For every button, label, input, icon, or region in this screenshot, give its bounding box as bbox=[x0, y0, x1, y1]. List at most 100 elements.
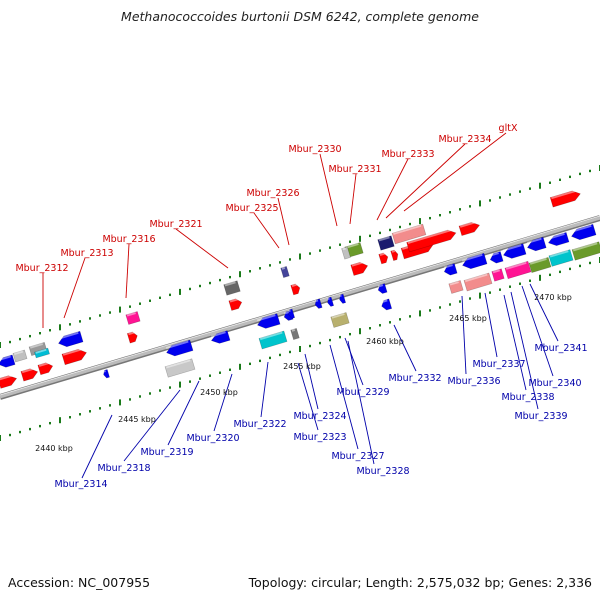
gene-label: Mbur_2330 bbox=[288, 144, 341, 155]
gene-label: Mbur_2325 bbox=[225, 203, 278, 214]
tick-mark bbox=[359, 328, 361, 335]
forward-gene bbox=[378, 252, 389, 265]
tick-mark bbox=[219, 278, 221, 282]
gene-label: Mbur_2332 bbox=[388, 373, 441, 384]
tick-mark bbox=[379, 231, 381, 235]
gene-block bbox=[571, 241, 600, 261]
tick-mark bbox=[79, 320, 81, 323]
gene-label: Mbur_2320 bbox=[186, 433, 239, 444]
gene-label: Mbur_2323 bbox=[293, 432, 346, 443]
tick-mark bbox=[19, 337, 21, 341]
tick-mark bbox=[259, 267, 261, 270]
tick-mark bbox=[239, 363, 241, 370]
gene-block bbox=[258, 330, 288, 350]
leader-line bbox=[484, 292, 498, 358]
tick-mark bbox=[369, 234, 371, 238]
tick-mark bbox=[0, 342, 1, 348]
tick-mark bbox=[209, 281, 211, 285]
tick-mark bbox=[109, 311, 111, 314]
tick-mark bbox=[259, 359, 261, 363]
gene-block bbox=[448, 280, 464, 294]
tick-mark bbox=[569, 267, 571, 271]
tick-mark bbox=[439, 306, 441, 309]
leader-line bbox=[167, 380, 200, 446]
tick-mark bbox=[159, 389, 161, 392]
tick-mark bbox=[419, 218, 421, 225]
tick-mark bbox=[89, 410, 91, 413]
gene-label: Mbur_2336 bbox=[447, 376, 500, 387]
reverse-gene bbox=[256, 313, 281, 329]
tick-mark bbox=[309, 252, 311, 255]
leader-line bbox=[503, 294, 527, 391]
tick-mark bbox=[149, 392, 151, 395]
tick-mark bbox=[189, 380, 191, 383]
gene-block bbox=[491, 268, 505, 282]
tick-mark bbox=[519, 190, 521, 193]
tick-mark bbox=[529, 279, 531, 282]
tick-mark bbox=[299, 253, 301, 260]
tick-mark bbox=[199, 284, 201, 288]
gene-label: Mbur_2324 bbox=[293, 411, 346, 422]
leader-line bbox=[521, 285, 554, 377]
leader-line bbox=[175, 228, 229, 269]
leader-line bbox=[319, 153, 338, 227]
reverse-gene bbox=[377, 283, 388, 294]
tick-mark bbox=[119, 399, 121, 406]
tick-mark bbox=[419, 310, 421, 317]
tick-mark bbox=[209, 374, 211, 377]
tick-mark bbox=[39, 332, 41, 335]
gene-block bbox=[223, 280, 241, 296]
leader-line bbox=[213, 373, 233, 432]
tick-mark bbox=[149, 299, 151, 302]
tick-mark bbox=[99, 314, 101, 317]
tick-mark bbox=[449, 303, 451, 306]
tick-mark bbox=[479, 200, 481, 207]
gene-label: Mbur_2319 bbox=[140, 447, 193, 458]
tick-mark bbox=[399, 225, 401, 229]
kbp-label: 2455 kbp bbox=[283, 362, 321, 371]
forward-gene bbox=[20, 367, 39, 382]
gene-label: Mbur_2322 bbox=[233, 419, 286, 430]
gene-block bbox=[34, 347, 50, 359]
tick-mark bbox=[459, 208, 461, 211]
tick-mark bbox=[339, 335, 341, 339]
label-leaders bbox=[42, 132, 559, 479]
tick-mark bbox=[69, 323, 71, 326]
tick-mark bbox=[0, 435, 1, 441]
tick-mark bbox=[509, 285, 511, 288]
gene-features bbox=[0, 189, 600, 389]
gene-label: Mbur_2328 bbox=[356, 466, 409, 477]
tick-mark bbox=[319, 249, 321, 252]
gene-block bbox=[548, 249, 574, 267]
leader-line bbox=[385, 143, 466, 219]
tick-mark bbox=[349, 240, 351, 243]
reverse-gene bbox=[288, 308, 296, 319]
kbp-label: 2470 kbp bbox=[534, 293, 572, 302]
tick-mark bbox=[549, 273, 551, 277]
tick-mark bbox=[139, 302, 141, 305]
gene-block bbox=[377, 235, 395, 251]
tick-mark bbox=[499, 196, 501, 199]
gene-block bbox=[341, 246, 351, 260]
tick-mark bbox=[49, 329, 51, 332]
tick-mark bbox=[309, 344, 311, 348]
gene-label: Mbur_2326 bbox=[246, 188, 299, 199]
gene-label: Mbur_2327 bbox=[331, 451, 384, 462]
tick-mark bbox=[329, 338, 331, 342]
tick-mark bbox=[189, 287, 191, 291]
tick-mark bbox=[249, 362, 251, 366]
tick-mark bbox=[279, 261, 281, 264]
kbp-label: 2460 kbp bbox=[366, 337, 404, 346]
forward-gene bbox=[549, 189, 581, 208]
tick-mark bbox=[179, 381, 181, 388]
tick-mark bbox=[489, 291, 491, 294]
leader-line bbox=[253, 212, 280, 249]
gene-label: Mbur_2318 bbox=[97, 463, 150, 474]
tick-mark bbox=[279, 353, 281, 357]
reverse-gene bbox=[461, 252, 488, 270]
leader-line bbox=[349, 173, 357, 225]
leader-line bbox=[297, 362, 319, 431]
leader-line bbox=[63, 257, 86, 319]
genome-backbone bbox=[0, 215, 600, 400]
